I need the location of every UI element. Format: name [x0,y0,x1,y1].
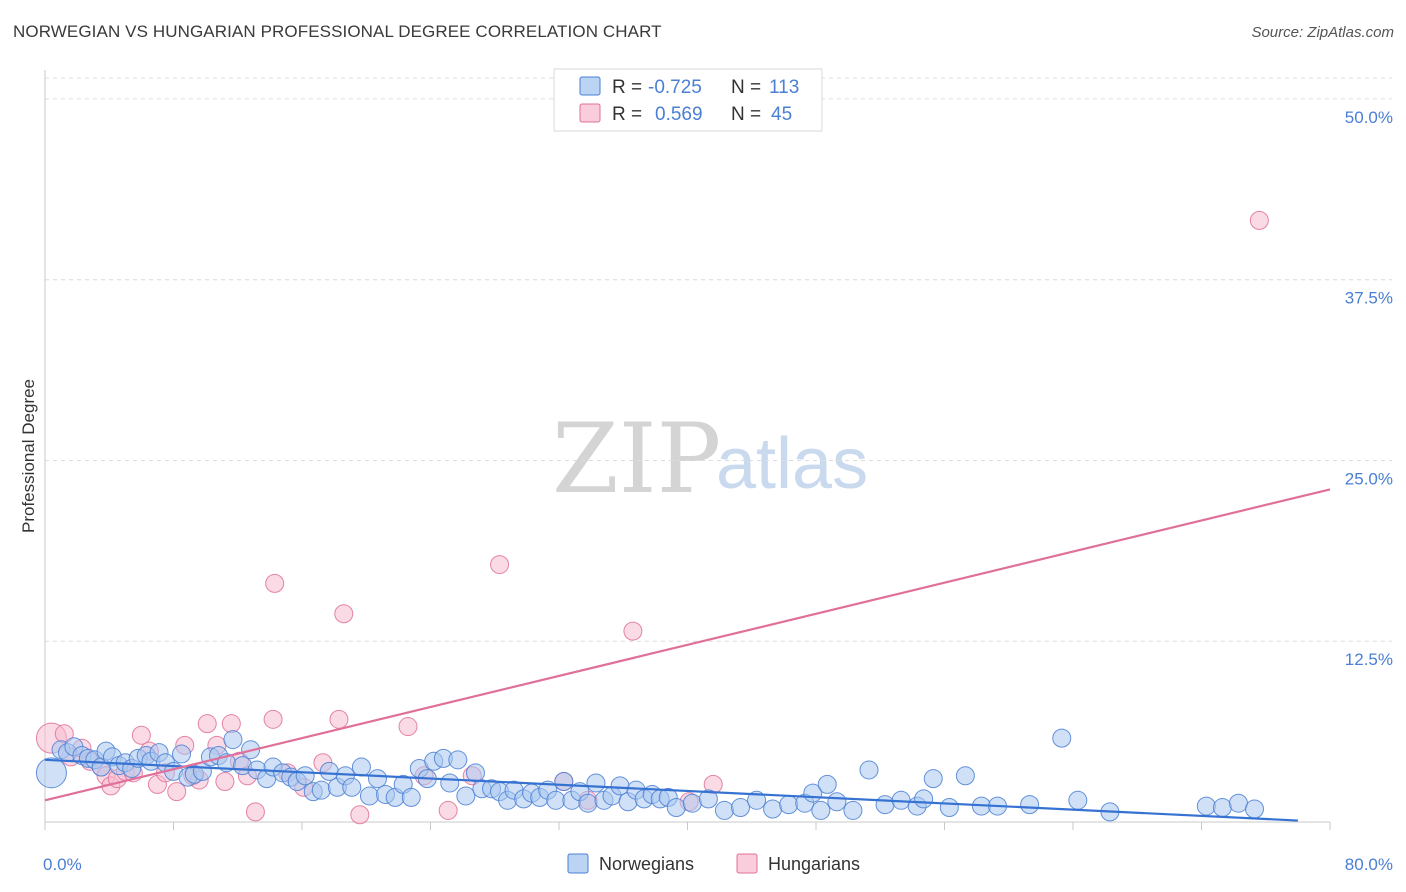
point-hungarians-25 [245,802,265,822]
point-hungarians-38 [490,555,510,575]
point-norwegians-99 [914,789,934,809]
point-norwegians-92 [817,774,837,794]
point-norwegians-41 [342,777,362,797]
point-hungarians-41 [623,621,643,641]
point-hungarians-44 [1249,210,1269,230]
point-norwegians-110 [1212,798,1232,818]
trend-line-norwegians [44,758,1298,822]
legend-bottom-swatch-norwegians [567,853,589,874]
point-norwegians-67 [554,772,574,792]
axes [44,70,1331,830]
legend-swatch-hungarians [579,103,601,123]
point-norwegians-86 [747,790,767,810]
point-norwegians-82 [682,793,702,813]
point-norwegians-93 [827,792,847,812]
point-hungarians-21 [215,772,235,792]
point-hungarians-26 [263,709,283,729]
point-hungarians-22 [221,714,241,734]
point-hungarians-32 [334,604,354,624]
point-hungarians-11 [131,725,151,745]
point-norwegians-81 [666,798,686,818]
y-tick-label-0: 12.5% [1345,650,1393,669]
point-norwegians-48 [401,787,421,807]
point-norwegians-42 [351,757,371,777]
point-norwegians-70 [578,793,598,813]
point-norwegians-84 [714,800,734,820]
legend-swatch-norwegians [579,76,601,96]
point-norwegians-106 [1052,728,1072,748]
point-norwegians-35 [295,766,315,786]
point-norwegians-87 [763,799,783,819]
point-norwegians-100 [923,769,943,789]
y-axis-label: Professional Degree [19,379,38,533]
point-norwegians-83 [698,789,718,809]
watermark-zip: ZIP [552,403,721,515]
legend-r-label-2: R = [612,104,642,125]
point-norwegians-56 [465,763,485,783]
point-norwegians-96 [875,795,895,815]
point-norwegians-38 [319,761,339,781]
point-norwegians-105 [1020,795,1040,815]
y-tick-label-1: 25.0% [1345,469,1393,488]
point-norwegians-0 [35,757,67,789]
legend-bottom-swatch-hungarians [736,853,758,874]
point-norwegians-109 [1196,796,1216,816]
point-hungarians-33 [350,805,370,825]
point-hungarians-36 [438,800,458,820]
point-norwegians-102 [955,766,975,786]
point-hungarians-19 [197,714,217,734]
point-norwegians-91 [811,800,831,820]
point-hungarians-27 [265,573,285,593]
x-tick-label-1: 80.0% [1345,855,1393,874]
trend-line-hungarians [44,488,1331,802]
y-tick-label-3: 50.0% [1345,108,1393,127]
point-norwegians-26 [223,730,243,750]
point-norwegians-95 [859,760,879,780]
point-hungarians-31 [329,709,349,729]
point-hungarians-34 [398,717,418,737]
source-label: Source: ZipAtlas.com [1251,24,1394,41]
point-norwegians-88 [779,795,799,815]
point-norwegians-19 [172,744,192,764]
point-norwegians-71 [586,773,606,793]
point-norwegians-94 [843,800,863,820]
legend-r-value-2: 0.569 [655,104,703,125]
x-tick-label-0: 0.0% [43,855,82,874]
point-norwegians-101 [939,798,959,818]
legend-bottom-label-norwegians: Norwegians [599,854,694,874]
tick-labels: 12.5% 25.0% 37.5% 50.0% 0.0% 80.0% [43,108,1393,874]
point-norwegians-53 [440,773,460,793]
point-norwegians-43 [359,786,379,806]
point-norwegians-85 [731,798,751,818]
point-norwegians-112 [1245,799,1265,819]
y-tick-label-2: 37.5% [1345,289,1393,308]
point-hungarians-15 [167,782,187,802]
legend-r-value-1: -0.725 [648,77,702,98]
point-norwegians-107 [1068,790,1088,810]
trend-lines [44,488,1331,822]
point-norwegians-55 [456,786,476,806]
chart-title: NORWEGIAN VS HUNGARIAN PROFESSIONAL DEGR… [13,22,662,41]
watermark-atlas: atlas [716,424,868,504]
gridlines [45,77,1392,642]
legend-n-label-1: N = [731,77,761,98]
legend-bottom-label-hungarians: Hungarians [768,854,860,874]
legend-n-label-2: N = [731,104,761,125]
data-points [35,210,1269,825]
legend-n-value-1: 113 [769,77,799,98]
point-norwegians-66 [546,790,566,810]
legend-r-label-1: R = [612,77,642,98]
point-norwegians-37 [311,780,331,800]
legend-top: R = -0.725 N = 113 R = 0.569 N = 45 [553,68,823,132]
point-norwegians-44 [367,769,387,789]
point-norwegians-74 [610,776,630,796]
legend-n-value-2: 45 [771,104,792,125]
point-norwegians-54 [448,750,468,770]
legend-bottom: Norwegians Hungarians [567,853,860,874]
point-norwegians-111 [1228,793,1248,813]
